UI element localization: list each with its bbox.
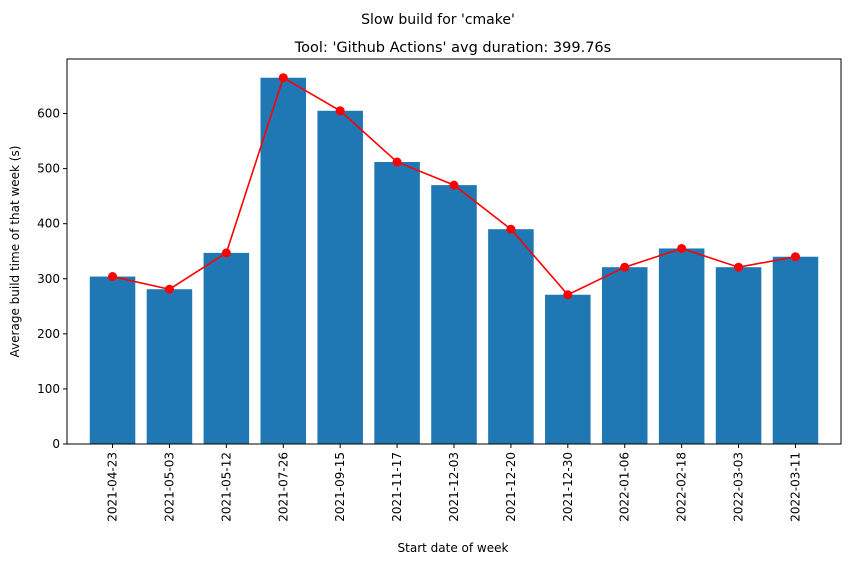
y-tick-label: 500 bbox=[37, 162, 60, 176]
y-tick-label: 0 bbox=[52, 437, 60, 451]
bar-2021-11-17 bbox=[374, 161, 420, 444]
point-2022-03-03 bbox=[734, 262, 744, 272]
bar-2021-05-03 bbox=[146, 289, 193, 444]
bar-2022-01-06 bbox=[601, 267, 648, 444]
point-2021-05-12 bbox=[221, 248, 231, 258]
x-axis-label: Start date of week bbox=[398, 541, 509, 555]
x-tick-label: 2021-12-30 bbox=[561, 452, 575, 522]
x-tick-label: 2022-01-06 bbox=[618, 452, 632, 522]
plot-frame bbox=[66, 58, 842, 445]
x-tick-label: 2021-04-23 bbox=[106, 452, 120, 522]
bars-group bbox=[89, 77, 819, 445]
x-tick-label: 2021-09-15 bbox=[333, 452, 347, 522]
point-2021-09-15 bbox=[335, 106, 345, 116]
bar-2021-07-26 bbox=[260, 77, 307, 445]
bar-2021-12-03 bbox=[431, 185, 477, 444]
x-tick-label: 2022-03-11 bbox=[788, 452, 802, 522]
x-tick-label: 2021-11-17 bbox=[390, 452, 404, 522]
point-2021-12-20 bbox=[506, 224, 516, 234]
y-tick-label: 300 bbox=[37, 272, 60, 286]
bar-2021-12-30 bbox=[545, 294, 591, 444]
point-2021-04-23 bbox=[108, 272, 118, 282]
point-2021-05-03 bbox=[164, 284, 174, 294]
x-tick-label: 2021-07-26 bbox=[276, 452, 290, 522]
point-2021-12-30 bbox=[563, 290, 573, 300]
point-2022-02-18 bbox=[677, 243, 687, 253]
point-2021-11-17 bbox=[392, 157, 402, 167]
point-2022-01-06 bbox=[620, 262, 630, 272]
y-tick-label: 600 bbox=[37, 107, 60, 121]
x-tick-label: 2021-12-20 bbox=[504, 452, 518, 522]
y-tick-label: 400 bbox=[37, 217, 60, 231]
x-axis: 2021-04-23 2021-05-03 2021-05-12 2021-07-26… bbox=[106, 444, 802, 522]
bar-2021-12-20 bbox=[488, 229, 534, 444]
point-2021-12-03 bbox=[449, 180, 459, 190]
bar-2022-03-11 bbox=[772, 256, 819, 444]
y-axis: 0 100 200 300 400 500 600 bbox=[37, 107, 67, 451]
x-tick-label: 2021-05-03 bbox=[162, 452, 176, 522]
bar-2022-03-03 bbox=[715, 267, 762, 444]
bar-2021-05-12 bbox=[203, 252, 250, 444]
x-tick-label: 2022-02-18 bbox=[675, 452, 689, 522]
point-2022-03-11 bbox=[790, 252, 800, 262]
line-series-group bbox=[108, 73, 800, 300]
x-tick-label: 2021-05-12 bbox=[219, 452, 233, 522]
point-2021-07-26 bbox=[278, 73, 288, 83]
y-axis-label: Average build time of that week (s) bbox=[8, 146, 22, 358]
bar-2021-04-23 bbox=[89, 276, 136, 444]
chart-suptitle: Slow build for 'cmake' bbox=[361, 12, 515, 28]
chart-title: Tool: 'Github Actions' avg duration: 399… bbox=[294, 40, 611, 56]
bar-2021-09-15 bbox=[317, 110, 363, 445]
y-tick-label: 100 bbox=[37, 382, 60, 396]
x-tick-label: 2021-12-03 bbox=[447, 452, 461, 522]
x-tick-label: 2022-03-03 bbox=[732, 452, 746, 522]
bar-2022-02-18 bbox=[658, 248, 705, 444]
y-tick-label: 200 bbox=[37, 327, 60, 341]
